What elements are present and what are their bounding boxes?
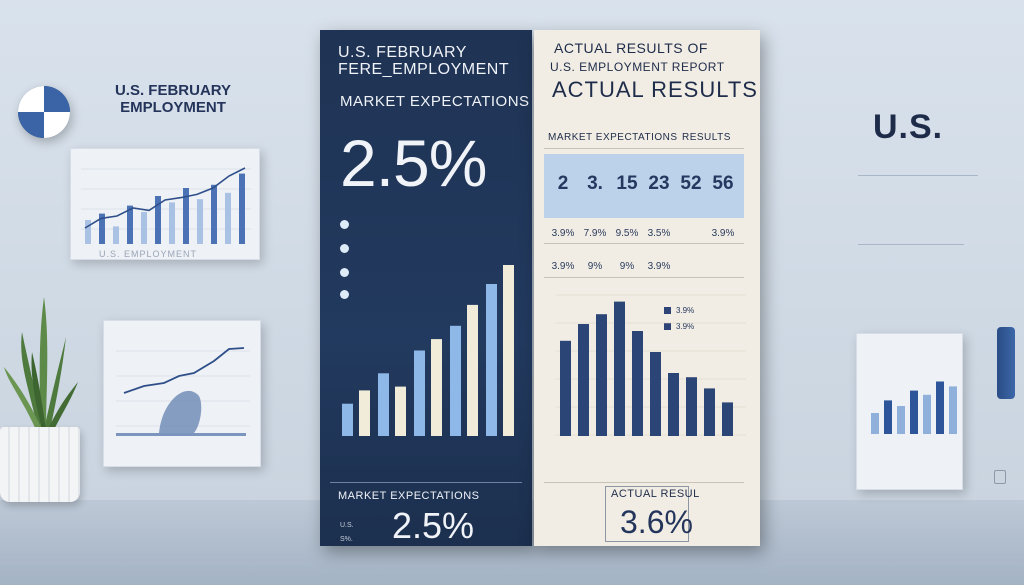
legend-dot-icon xyxy=(340,220,349,229)
result-bar xyxy=(632,331,643,436)
globe-logo-icon xyxy=(18,86,70,138)
poster-right-footer-value: 3.6% xyxy=(620,504,693,540)
expectation-bar xyxy=(450,325,461,436)
wall-chart-frame-3 xyxy=(856,333,963,490)
poster-right-footer-header: ACTUAL RESUL xyxy=(611,488,700,500)
table-row: 2 3. 15 23 52 56 xyxy=(557,173,734,194)
poster-left-bar-chart xyxy=(342,265,514,436)
frame3-chart xyxy=(871,381,957,434)
frame1-bar xyxy=(169,202,175,244)
result-bar xyxy=(596,314,607,436)
result-bar xyxy=(650,352,661,436)
footer-left-item: U.S. xyxy=(340,522,354,529)
result-bar xyxy=(686,377,697,436)
expectation-bar xyxy=(486,284,497,436)
frame1-bar xyxy=(99,213,105,244)
frame1-bar xyxy=(183,188,189,244)
expectation-bar xyxy=(359,390,370,436)
footer-left-item: S%. xyxy=(340,536,353,543)
poster-right-title-2: U.S. EMPLOYMENT REPORT xyxy=(550,60,725,74)
expectation-bar xyxy=(467,304,478,436)
frame1-bar xyxy=(239,173,245,244)
table-row: 3.9% 9% 9% 3.9% xyxy=(551,261,671,272)
legend-item-4 xyxy=(340,290,354,299)
frame3-bar xyxy=(923,394,931,434)
result-bar xyxy=(722,402,733,436)
poster-right-bar-chart xyxy=(556,294,746,436)
poster-right-title-3: ACTUAL RESULTS xyxy=(552,77,758,102)
frame1-bar xyxy=(85,220,91,244)
plant-pot xyxy=(0,427,80,502)
market-expectations-poster: U.S. FEBRUARY FERE_EMPLOYMENT MARKET EXP… xyxy=(320,30,532,546)
wall-chart-frame-2 xyxy=(103,320,261,467)
result-bar xyxy=(668,373,679,436)
wall-divider-2 xyxy=(858,244,964,245)
poster-right-title-1: ACTUAL RESULTS OF xyxy=(554,40,708,56)
potted-plant xyxy=(4,297,78,430)
wall-outlet xyxy=(994,470,1006,484)
frame1-bar xyxy=(197,199,203,244)
expectation-bar xyxy=(503,265,514,436)
frame2-chart xyxy=(116,347,250,436)
legend-item-2: 3.9% xyxy=(664,322,694,331)
legend-dot-icon xyxy=(340,290,349,299)
frame1-chart xyxy=(81,167,251,244)
frame1-bar xyxy=(225,192,231,244)
frame1-caption: U.S. EMPLOYMENT xyxy=(99,249,198,259)
poster-left-title: U.S. FEBRUARY FERE_EMPLOYMENT xyxy=(338,44,509,78)
results-table-highlight xyxy=(544,154,744,218)
expectation-bar xyxy=(378,373,389,436)
expectation-bar xyxy=(395,386,406,436)
legend-item-1: 3.9% xyxy=(664,306,694,315)
frame3-bar xyxy=(871,413,879,434)
frame3-bar xyxy=(936,381,944,434)
bottle xyxy=(997,327,1015,399)
result-bar xyxy=(614,301,625,436)
table-separator xyxy=(544,277,744,278)
poster-left-subtitle: MARKET EXPECTATIONS xyxy=(340,93,530,110)
legend-item-2 xyxy=(340,244,354,253)
frame1-bar xyxy=(211,184,217,244)
poster-right-header-right: RESULTS xyxy=(682,132,731,143)
table-row: 3.9% 7.9% 9.5% 3.5% 3.9% xyxy=(551,228,735,239)
legend-dot-icon xyxy=(340,268,349,277)
legend-item-1 xyxy=(340,220,354,229)
frame1-bar xyxy=(141,212,147,244)
footer-separator xyxy=(544,482,744,483)
frame3-bar xyxy=(910,390,918,434)
actual-results-poster: ACTUAL RESULTS OF U.S. EMPLOYMENT REPORT… xyxy=(534,30,760,546)
right-wall-title: U.S. xyxy=(873,108,944,146)
frame1-bar xyxy=(127,205,133,244)
legend-item-3 xyxy=(340,268,354,277)
expectation-bar xyxy=(414,350,425,436)
poster-left-title-line1: U.S. FEBRUARY xyxy=(338,44,467,61)
frame1-bar xyxy=(113,226,119,244)
frame3-bar xyxy=(897,406,905,434)
poster-left-footer-header: MARKET EXPECTATIONS xyxy=(338,490,480,502)
legend-square-icon xyxy=(664,307,671,314)
table-separator xyxy=(544,148,744,149)
table-separator xyxy=(544,243,744,244)
poster-left-footer-value: 2.5% xyxy=(392,505,475,546)
expectation-bar xyxy=(342,403,353,436)
frame3-bar xyxy=(949,386,957,434)
left-wall-title: U.S. FEBRUARY EMPLOYMENT xyxy=(114,82,232,116)
poster-left-title-line2: FERE_EMPLOYMENT xyxy=(338,61,510,78)
result-bar xyxy=(560,340,571,436)
expectation-bar xyxy=(431,339,442,436)
result-bar xyxy=(704,388,715,436)
legend-square-icon xyxy=(664,323,671,330)
actual-result-box xyxy=(605,486,689,542)
frame3-bar xyxy=(884,400,892,434)
poster-right-header-left: MARKET EXPECTATIONS xyxy=(548,132,678,143)
wall-divider-1 xyxy=(858,175,978,176)
wall-chart-frame-1: U.S. EMPLOYMENT xyxy=(70,148,260,260)
frame1-bar xyxy=(155,196,161,244)
poster-left-big-value: 2.5% xyxy=(340,126,487,200)
poster-left-divider xyxy=(330,482,522,483)
legend-dot-icon xyxy=(340,244,349,253)
result-bar xyxy=(578,324,589,436)
